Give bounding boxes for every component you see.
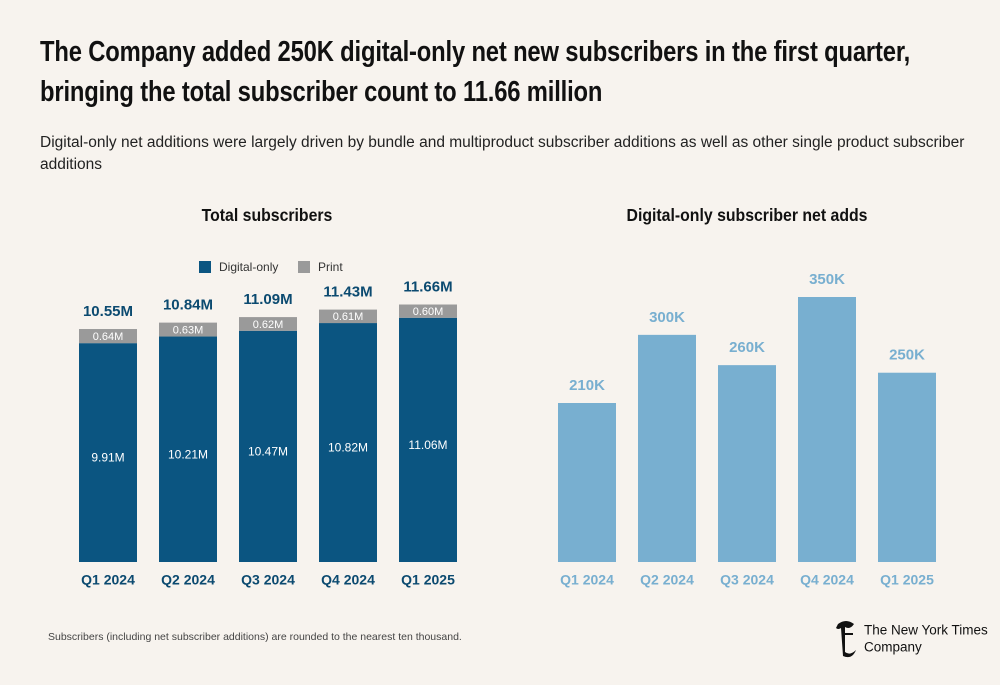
bar-segment	[79, 329, 137, 344]
data-label: 11.06M	[408, 438, 447, 452]
data-label: 10.47M	[248, 445, 288, 459]
page-subtitle: Digital-only net additions were largely …	[40, 134, 965, 173]
data-label: 250K	[889, 347, 925, 364]
x-tick-label: Q2 2024	[640, 572, 694, 588]
chart-title: Digital-only subscriber net adds	[627, 205, 868, 225]
x-tick-label: Q2 2024	[161, 572, 215, 588]
bar-segment	[239, 330, 297, 562]
legend-swatch	[199, 261, 211, 273]
bar-segment	[159, 336, 217, 562]
data-label: 260K	[729, 339, 765, 356]
chart-title: Total subscribers	[202, 205, 333, 225]
bar-segment	[319, 323, 377, 562]
data-label: 350K	[809, 271, 845, 288]
bar-segment	[239, 317, 297, 331]
data-label: 9.91M	[91, 451, 124, 465]
page-title: The Company added 250K digital-only net …	[40, 36, 911, 108]
logo-text: The New York Times	[864, 623, 988, 638]
bar-segment	[319, 309, 377, 324]
bar	[798, 297, 856, 562]
bar	[638, 334, 696, 562]
legend-label: Print	[318, 260, 343, 274]
legend-label: Digital-only	[219, 260, 278, 274]
logo-mark	[836, 621, 856, 658]
logo-text: Company	[864, 640, 922, 655]
x-tick-label: Q3 2024	[241, 572, 295, 588]
data-label: 0.64M	[93, 331, 124, 343]
total-label: 11.66M	[403, 278, 452, 295]
x-tick-label: Q1 2025	[880, 572, 934, 588]
bar-segment	[399, 304, 457, 318]
data-label: 210K	[569, 377, 605, 394]
total-label: 10.84M	[163, 297, 213, 314]
bar	[558, 403, 616, 562]
bar-segment	[159, 322, 217, 337]
bar-segment	[79, 343, 137, 562]
x-tick-label: Q1 2024	[81, 572, 135, 588]
x-tick-label: Q4 2024	[800, 572, 854, 588]
data-label: 0.60M	[413, 306, 444, 318]
bar	[878, 372, 936, 562]
data-label: 300K	[649, 309, 685, 326]
total-label: 11.09M	[243, 291, 292, 308]
x-tick-label: Q1 2024	[560, 572, 614, 588]
bar	[718, 365, 776, 562]
bar-segment	[399, 317, 457, 562]
data-label: 10.82M	[328, 441, 368, 455]
data-label: 10.21M	[168, 447, 208, 461]
data-label: 0.61M	[333, 311, 364, 323]
legend-swatch	[298, 261, 310, 273]
x-tick-label: Q1 2025	[401, 572, 455, 588]
total-label: 11.43M	[323, 284, 372, 301]
x-tick-label: Q3 2024	[720, 572, 774, 588]
total-label: 10.55M	[83, 303, 133, 320]
data-label: 0.63M	[173, 324, 204, 336]
x-tick-label: Q4 2024	[321, 572, 375, 588]
data-label: 0.62M	[253, 319, 284, 331]
footnote: Subscribers (including net subscriber ad…	[48, 631, 462, 643]
